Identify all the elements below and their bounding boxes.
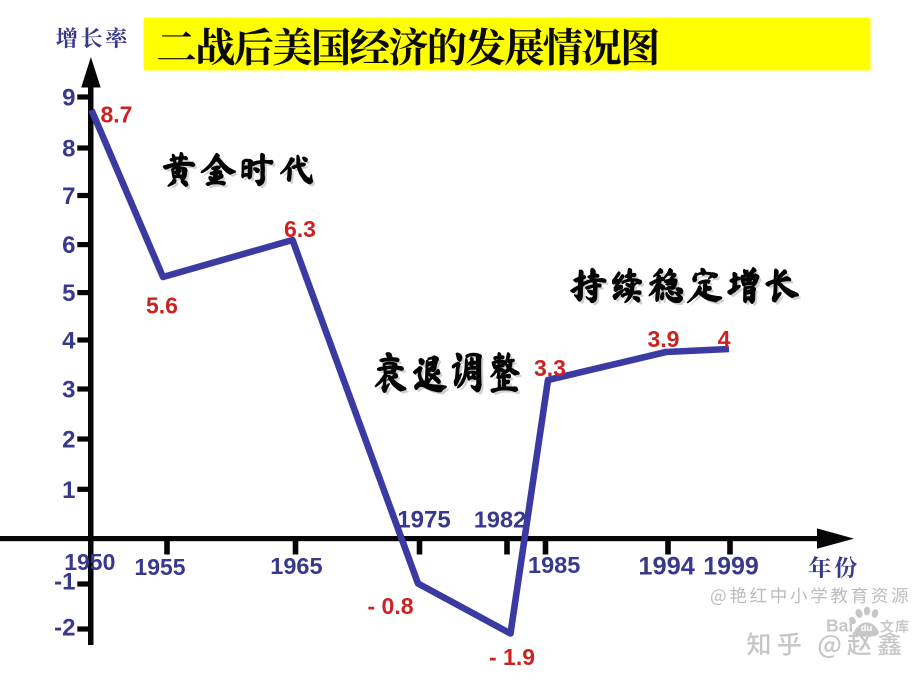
svg-text:- 0.8: - 0.8 — [367, 593, 413, 619]
svg-text:1950: 1950 — [64, 549, 115, 575]
svg-text:1965: 1965 — [270, 553, 322, 579]
svg-text:2: 2 — [62, 427, 75, 454]
svg-text:- 1.9: - 1.9 — [489, 644, 535, 670]
svg-text:-2: -2 — [54, 615, 75, 642]
svg-text:6: 6 — [62, 232, 75, 259]
svg-text:8: 8 — [62, 136, 75, 163]
svg-text:9: 9 — [62, 85, 75, 112]
svg-text:8.7: 8.7 — [101, 102, 133, 128]
svg-text:4: 4 — [62, 328, 76, 355]
svg-text:1: 1 — [62, 477, 75, 504]
svg-text:6.3: 6.3 — [284, 216, 316, 242]
svg-text:4: 4 — [718, 326, 731, 352]
svg-text:3.9: 3.9 — [648, 326, 680, 352]
svg-text:1982: 1982 — [474, 506, 526, 532]
svg-text:Bai: Bai — [826, 616, 853, 636]
svg-text:-1: -1 — [54, 569, 75, 596]
svg-text:3: 3 — [62, 377, 75, 404]
svg-text:1975: 1975 — [397, 506, 450, 533]
svg-text:1955: 1955 — [134, 554, 185, 580]
svg-text:1985: 1985 — [528, 552, 580, 578]
svg-text:3.3: 3.3 — [534, 355, 566, 381]
svg-text:1999: 1999 — [703, 553, 759, 581]
svg-text:7: 7 — [62, 183, 75, 210]
svg-text:1994: 1994 — [638, 553, 694, 581]
svg-text:du: du — [861, 623, 873, 634]
svg-text:5.6: 5.6 — [146, 293, 178, 319]
svg-text:5: 5 — [62, 280, 75, 307]
